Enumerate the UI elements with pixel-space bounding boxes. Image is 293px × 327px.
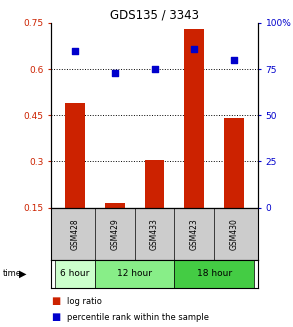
Text: GSM423: GSM423 — [190, 218, 199, 250]
Text: GSM428: GSM428 — [71, 218, 80, 250]
Text: time: time — [3, 269, 22, 278]
Text: 6 hour: 6 hour — [60, 269, 90, 278]
Point — [192, 46, 197, 51]
Text: GSM433: GSM433 — [150, 218, 159, 250]
Point — [232, 57, 236, 62]
Bar — [184, 29, 204, 208]
Text: 12 hour: 12 hour — [117, 269, 152, 278]
Text: percentile rank within the sample: percentile rank within the sample — [67, 313, 209, 322]
Bar — [55, 260, 95, 288]
Point — [152, 66, 157, 72]
Text: log ratio: log ratio — [67, 297, 102, 306]
Text: ■: ■ — [51, 297, 61, 306]
Point — [113, 70, 117, 76]
Text: ▶: ▶ — [19, 269, 27, 279]
Bar — [224, 118, 244, 208]
Text: GSM429: GSM429 — [110, 218, 119, 250]
Bar — [65, 103, 85, 208]
Text: 18 hour: 18 hour — [197, 269, 232, 278]
Bar — [95, 260, 174, 288]
Bar — [145, 160, 164, 208]
Text: ■: ■ — [51, 312, 61, 322]
Bar — [174, 260, 254, 288]
Bar — [105, 203, 125, 208]
Text: GSM430: GSM430 — [229, 218, 239, 250]
Point — [73, 48, 77, 53]
Title: GDS135 / 3343: GDS135 / 3343 — [110, 9, 199, 22]
